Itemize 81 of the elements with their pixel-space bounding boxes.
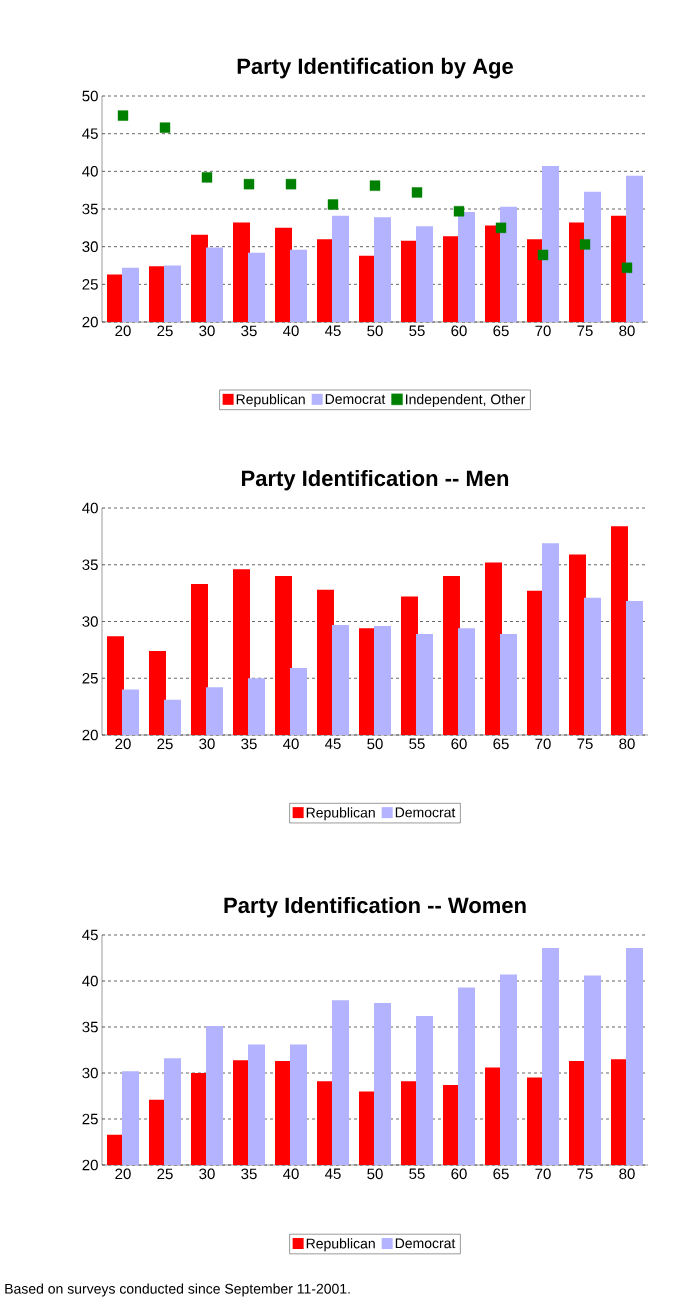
x-tick-label: 30	[199, 325, 215, 337]
point	[243, 178, 255, 190]
y-tick-label: 25	[82, 1113, 98, 1125]
legend-label: Democrat	[395, 1238, 456, 1249]
chart-title: Party Identification -- Men	[242, 469, 509, 491]
x-tick-label: 70	[535, 1168, 551, 1180]
x-tick-label: 50	[367, 1168, 383, 1180]
y-tick-label: 45	[82, 128, 98, 139]
x-tick-label: 30	[199, 1168, 215, 1180]
y-tick-label: 45	[82, 929, 98, 941]
x-tick-label: 20	[115, 738, 131, 750]
x-tick-label: 80	[619, 738, 635, 750]
point	[159, 122, 171, 133]
point	[117, 110, 129, 121]
x-tick-label: 40	[283, 1168, 299, 1180]
legend-label: Republican	[306, 1238, 375, 1252]
point	[537, 249, 549, 261]
point	[201, 172, 213, 183]
y-tick-label: 35	[82, 559, 98, 571]
legend-label: Republican	[236, 394, 305, 408]
legend-label: Republican	[306, 807, 375, 821]
chart-title: Party Identification by Age	[237, 57, 513, 79]
y-tick-label: 30	[82, 616, 98, 627]
x-tick-label: 70	[535, 738, 551, 750]
point	[621, 262, 633, 273]
legend-label: Democrat	[395, 807, 456, 818]
x-tick-label: 65	[493, 1168, 509, 1180]
x-tick-label: 65	[493, 738, 509, 750]
y-tick-label: 35	[82, 1021, 98, 1033]
x-tick-label: 40	[283, 738, 299, 750]
x-tick-label: 60	[451, 738, 467, 750]
chart-title: Party Identification -- Women	[224, 896, 526, 918]
x-tick-label: 45	[325, 325, 341, 337]
y-tick-label: 20	[82, 729, 98, 741]
point	[327, 199, 339, 210]
x-tick-label: 75	[577, 738, 593, 749]
x-tick-label: 50	[367, 325, 383, 337]
x-tick-label: 25	[157, 738, 173, 750]
legend-label: Democrat	[325, 394, 386, 405]
y-tick-label: 30	[82, 1067, 98, 1079]
y-tick-label: 50	[82, 90, 98, 102]
point	[411, 187, 423, 198]
x-tick-label: 55	[409, 1168, 425, 1179]
y-tick-label: 20	[82, 1159, 98, 1171]
x-tick-label: 35	[241, 325, 257, 337]
y-tick-label: 40	[82, 975, 98, 987]
text: Based on surveys conducted since September 11-2001.	[5, 1283, 350, 1297]
x-tick-label: 80	[619, 325, 635, 337]
x-tick-label: 75	[577, 1168, 593, 1179]
y-tick-label: 30	[82, 241, 98, 252]
point	[495, 222, 507, 234]
x-tick-label: 60	[451, 1168, 467, 1180]
x-tick-label: 80	[619, 1168, 635, 1180]
x-tick-label: 55	[409, 325, 425, 337]
point	[285, 178, 297, 190]
x-tick-label: 35	[241, 738, 257, 750]
x-tick-label: 45	[325, 1168, 341, 1179]
point	[579, 239, 591, 250]
y-tick-label: 25	[82, 279, 98, 290]
x-tick-label: 50	[367, 738, 383, 750]
y-tick-label: 25	[82, 672, 98, 684]
point	[369, 180, 381, 191]
point	[453, 206, 465, 217]
y-tick-label: 40	[82, 502, 98, 514]
x-tick-label: 25	[157, 1168, 173, 1180]
x-tick-label: 65	[493, 325, 509, 337]
x-tick-label: 20	[115, 1168, 131, 1180]
x-tick-label: 55	[409, 738, 425, 749]
x-tick-label: 25	[157, 325, 173, 337]
y-tick-label: 20	[82, 316, 98, 328]
x-tick-label: 30	[199, 738, 215, 750]
y-tick-label: 35	[82, 203, 98, 215]
x-tick-label: 40	[283, 325, 299, 337]
legend-label: Independent, Other	[406, 394, 526, 408]
x-tick-label: 20	[115, 325, 131, 337]
y-tick-label: 40	[82, 166, 98, 177]
x-tick-label: 70	[535, 325, 551, 337]
x-tick-label: 75	[577, 325, 593, 337]
x-tick-label: 60	[451, 325, 467, 337]
x-tick-label: 35	[241, 1168, 257, 1180]
x-tick-label: 45	[325, 738, 341, 749]
